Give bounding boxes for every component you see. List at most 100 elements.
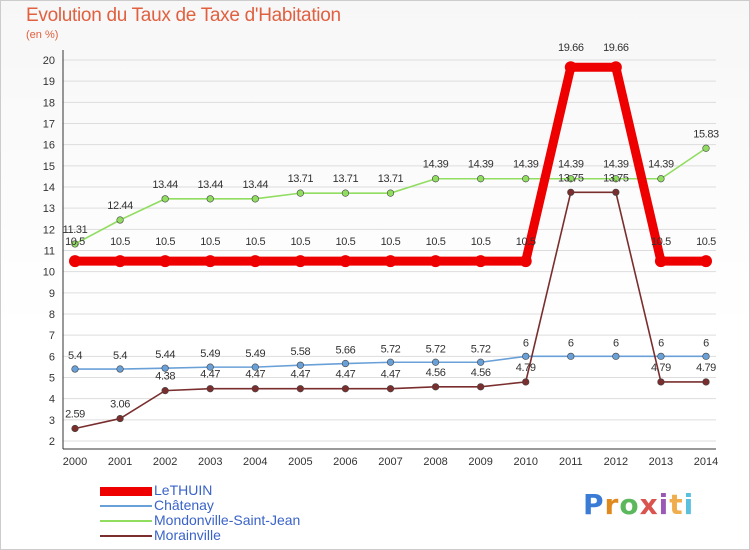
data-label: 19.66 [603,42,629,54]
legend-label: Mondonville-Saint-Jean [154,512,301,528]
y-tick-label: 15 [43,161,55,173]
data-point [161,364,169,372]
legend-label: Morainville [154,527,221,543]
x-tick-label: 2007 [378,456,402,468]
data-point [657,175,665,183]
data-point [519,255,532,268]
x-tick-label: 2002 [153,456,177,468]
data-label: 10.5 [155,236,175,248]
data-label: 14.39 [423,159,449,171]
data-point [206,195,214,203]
data-point [206,363,214,371]
data-point [522,378,530,386]
data-label: 10.5 [200,236,220,248]
data-point [116,216,124,224]
data-label: 13.75 [558,172,584,184]
data-point [251,385,259,393]
data-label: 15.83 [693,128,719,140]
y-tick-label: 19 [43,76,55,88]
data-point [249,255,262,268]
y-tick-label: 9 [49,288,55,300]
data-label: 4.56 [471,367,491,379]
data-label: 10.5 [110,236,130,248]
data-point [384,255,397,268]
data-point [296,385,304,393]
data-point [69,255,81,268]
data-label: 10.5 [381,236,401,248]
x-tick-label: 2006 [333,456,357,468]
legend-swatch [100,535,152,537]
data-label: 14.39 [603,159,629,171]
data-label: 5.72 [381,343,401,355]
data-point [116,365,124,373]
data-point [429,255,442,268]
data-label: 14.39 [558,159,584,171]
data-label: 10.5 [290,236,310,248]
y-tick-label: 4 [49,394,55,406]
data-label: 10.5 [516,236,536,248]
data-label: 19.66 [558,42,584,54]
y-tick-label: 7 [49,330,55,342]
data-label: 5.44 [155,349,175,361]
y-tick-label: 14 [43,182,55,194]
data-label: 5.58 [290,346,310,358]
chart-subtitle: (en %) [26,29,59,41]
data-label: 4.47 [336,369,356,381]
data-point [567,188,575,196]
data-point [700,255,712,268]
data-point [564,61,577,74]
x-tick-label: 2012 [604,456,628,468]
data-label: 13.75 [603,172,629,184]
data-point [612,352,620,360]
logo-letter: o [619,488,640,521]
y-tick-label: 10 [43,267,55,279]
data-point [657,378,665,386]
data-point [71,424,79,433]
x-tick-label: 2010 [513,456,537,468]
data-label: 10.5 [651,236,671,248]
data-label: 5.66 [336,345,356,357]
data-point [341,359,350,368]
data-label: 10.5 [245,236,265,248]
data-point [609,61,622,74]
series-line-3 [74,191,706,430]
data-label: 6 [523,337,529,349]
data-label: 14.39 [468,159,494,171]
data-label: 5.72 [471,343,491,355]
data-point [161,195,169,203]
logo-letter: x [639,488,659,521]
x-tick-label: 2013 [649,456,673,468]
data-label: 4.79 [696,362,716,374]
y-tick-label: 3 [49,415,55,427]
data-label: 4.47 [200,369,220,381]
y-tick-label: 11 [44,246,55,258]
x-tick-label: 2011 [559,456,583,468]
data-point [386,189,395,197]
data-point [251,363,259,371]
data-point [522,352,530,360]
data-point [612,188,620,196]
data-point [657,352,665,360]
data-point [296,189,304,197]
data-label: 6 [568,337,574,349]
data-label: 4.79 [651,362,671,374]
data-label: 14.39 [513,159,539,171]
data-point [702,144,710,152]
data-label: 4.38 [155,371,175,383]
data-point [341,385,350,393]
data-point [612,175,620,183]
legend-label: Châtenay [154,497,214,513]
data-label: 4.47 [245,369,265,381]
data-point [431,383,440,391]
logo-letter: i [683,488,695,521]
chart-title: Evolution du Taux de Taxe d'Habitation [26,5,341,26]
data-label: 6 [658,337,664,349]
y-tick-label: 8 [49,309,55,321]
data-point [386,358,395,366]
y-tick-label: 12 [43,224,55,236]
x-tick-label: 2014 [694,456,718,468]
data-point [206,385,214,393]
data-label: 4.56 [426,367,446,379]
legend-label: LeTHUIN [154,482,213,498]
